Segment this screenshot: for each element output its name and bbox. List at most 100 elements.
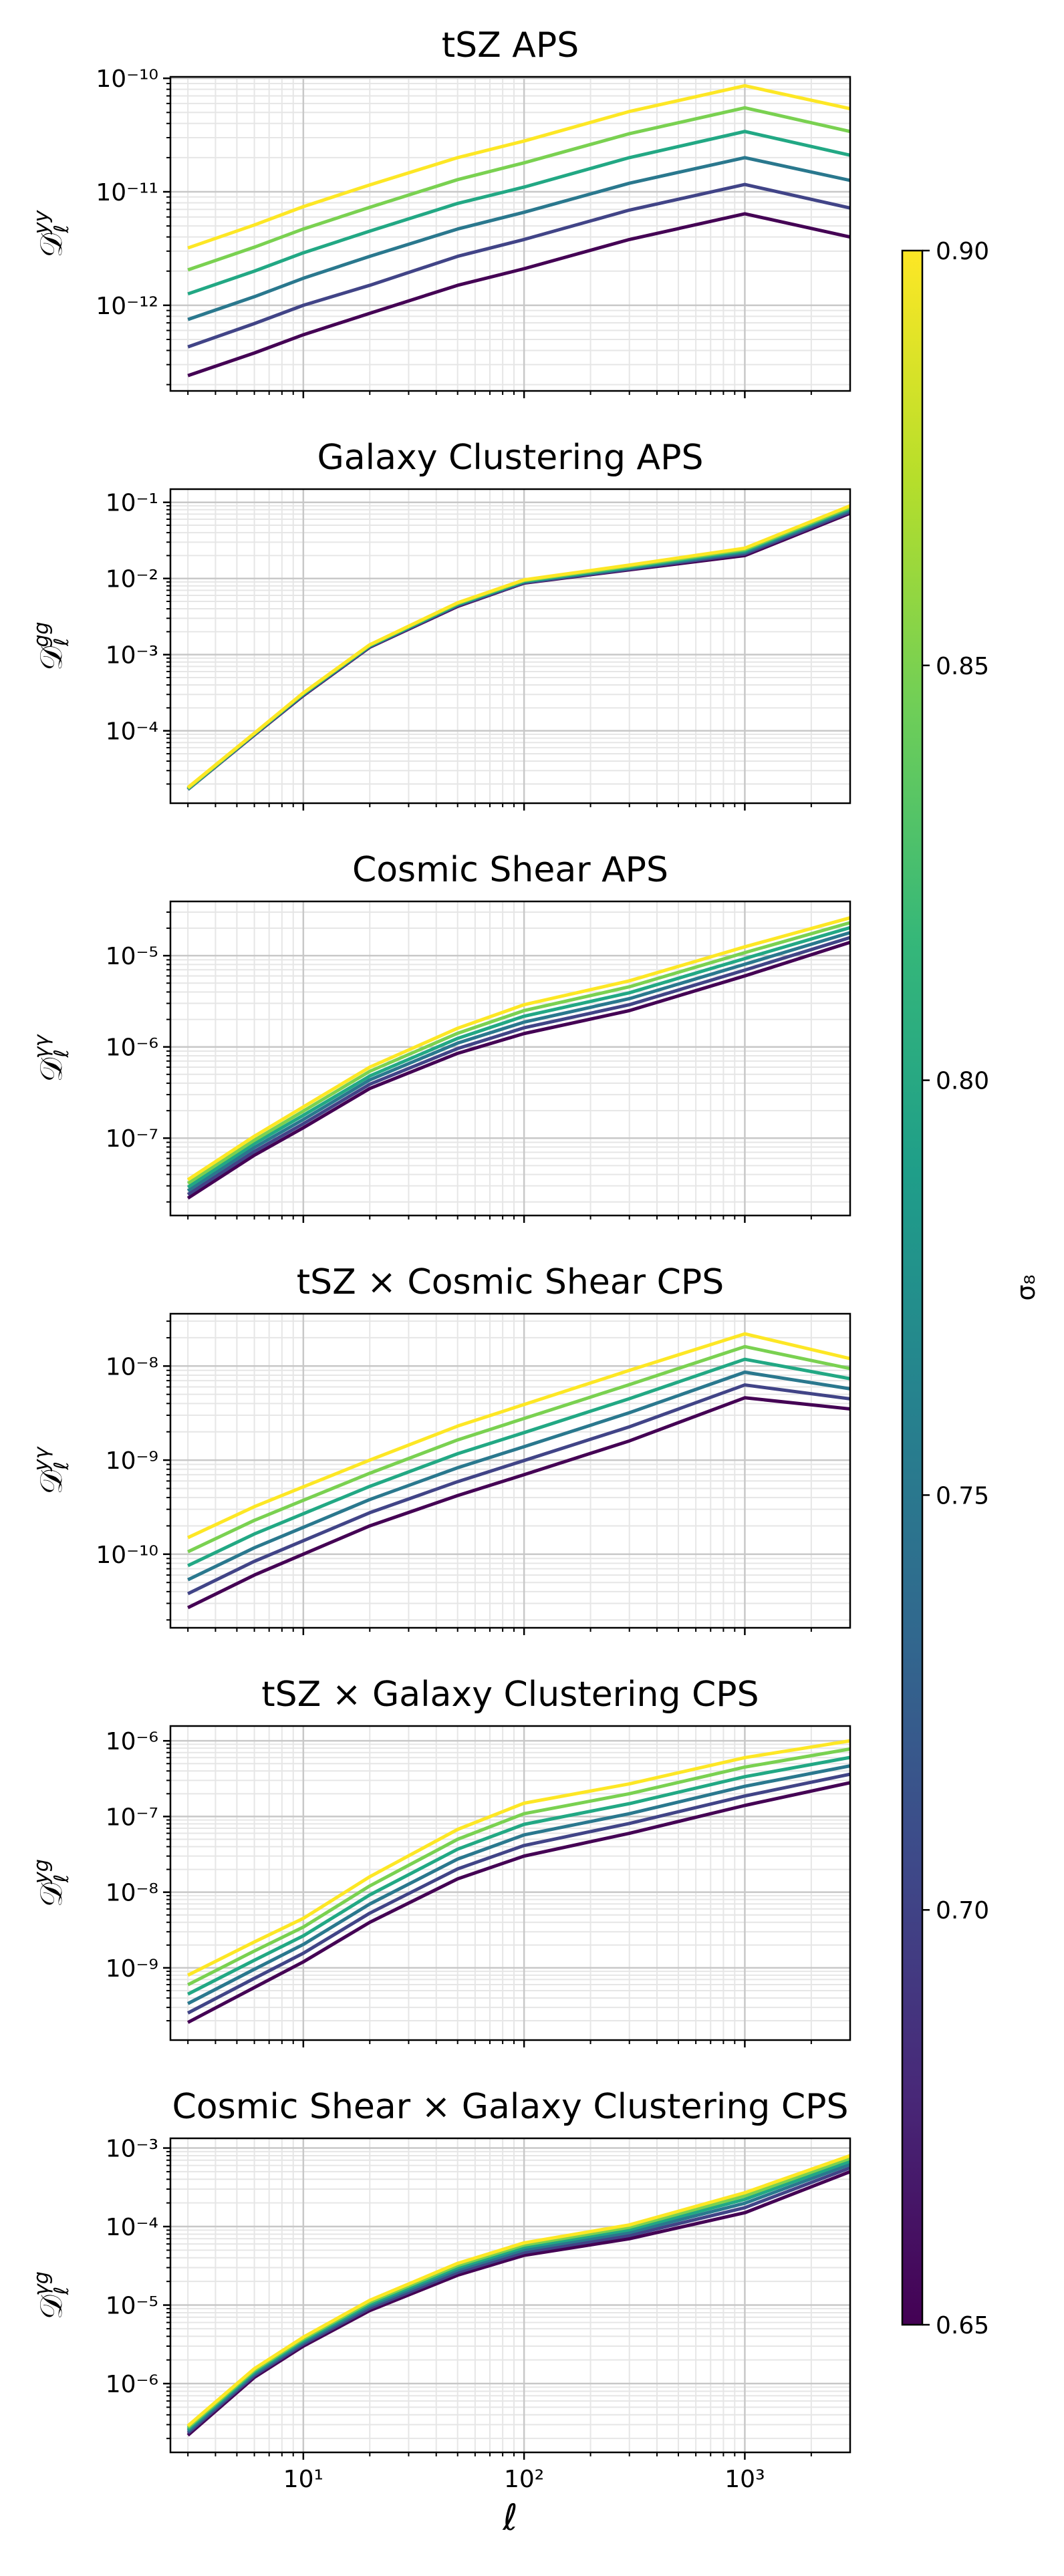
series-line bbox=[187, 156, 850, 321]
y-label-sup: yg bbox=[30, 1859, 53, 1884]
y-label-symbol: 𝒟 bbox=[33, 646, 69, 671]
y-axis-label: 𝒟ℓyg bbox=[30, 1859, 74, 1907]
y-tick-label: 10⁻⁷ bbox=[106, 1125, 158, 1153]
y-tick-label: 10⁻⁴ bbox=[106, 718, 158, 746]
series-line bbox=[187, 1332, 850, 1540]
panel-title: tSZ × Galaxy Clustering CPS bbox=[261, 1675, 759, 1715]
series-line bbox=[186, 925, 850, 1189]
colorbar-tick-label: 0.75 bbox=[936, 1482, 989, 1510]
y-label-symbol: 𝒟 bbox=[33, 2295, 69, 2319]
y-label-sup: yy bbox=[30, 209, 53, 235]
y-axis-label: 𝒟ℓγg bbox=[30, 2271, 74, 2319]
y-tick-label: 10⁻⁸ bbox=[106, 1353, 158, 1381]
series-line bbox=[187, 1764, 850, 2005]
series-line bbox=[186, 916, 850, 1181]
y-label-sub: ℓ bbox=[50, 1461, 74, 1470]
panel: Cosmic Shear × Galaxy Clustering CPS 10¹ 1… bbox=[30, 2087, 851, 2539]
y-label-sup: yγ bbox=[30, 1445, 53, 1471]
y-tick-label: 10⁻⁶ bbox=[106, 1034, 158, 1062]
series-line bbox=[187, 1755, 850, 1996]
series-line bbox=[187, 1357, 850, 1568]
series-line bbox=[187, 1747, 850, 1987]
y-tick-label: 10⁻² bbox=[106, 566, 158, 593]
panel-title: tSZ APS bbox=[442, 25, 579, 65]
panel-title: Cosmic Shear APS bbox=[352, 850, 668, 890]
y-label-symbol: 𝒟 bbox=[33, 1057, 69, 1082]
x-tick-label: 10² bbox=[504, 2466, 544, 2493]
series-line bbox=[186, 2166, 850, 2435]
series-line bbox=[187, 182, 850, 349]
y-label-symbol: 𝒟 bbox=[33, 233, 69, 257]
panel-title: Galaxy Clustering APS bbox=[317, 438, 704, 478]
y-label-sub: ℓ bbox=[50, 637, 74, 646]
y-label-sub: ℓ bbox=[50, 2287, 74, 2295]
colorbar-tick-label: 0.70 bbox=[936, 1897, 989, 1924]
colorbar-tick-label: 0.80 bbox=[936, 1068, 989, 1095]
panel-title: tSZ × Cosmic Shear CPS bbox=[297, 1262, 724, 1302]
axes-frame bbox=[169, 1312, 851, 1629]
y-tick-label: 10⁻³ bbox=[106, 642, 158, 670]
series-line bbox=[186, 931, 850, 1193]
colorbar-label: σ₈ bbox=[1011, 1274, 1041, 1300]
series-line bbox=[187, 84, 850, 250]
y-tick-label: 10⁻⁶ bbox=[106, 1728, 158, 1755]
series-line bbox=[186, 504, 850, 789]
colorbar: 0.65 0.70 0.75 0.80 0.85 0.90 σ₈ bbox=[901, 238, 1041, 2339]
axes-frame bbox=[169, 1725, 851, 2041]
series-line bbox=[186, 936, 850, 1196]
y-label-sub: ℓ bbox=[50, 1049, 74, 1058]
y-tick-label: 10⁻⁹ bbox=[106, 1955, 158, 1983]
series-line bbox=[186, 940, 850, 1200]
x-axis-label: ℓ bbox=[502, 2496, 517, 2539]
colorbar-tick-label: 0.90 bbox=[936, 238, 989, 265]
y-tick-label: 10⁻¹¹ bbox=[96, 179, 158, 206]
series-line bbox=[187, 1396, 850, 1610]
y-axis-label: 𝒟ℓgg bbox=[30, 621, 74, 670]
colorbar-tick-label: 0.85 bbox=[936, 653, 989, 680]
series-line bbox=[187, 106, 850, 272]
colorbar-fill bbox=[901, 249, 924, 2326]
series-line bbox=[187, 1739, 850, 1977]
series-line bbox=[186, 2154, 850, 2428]
y-tick-label: 10⁻⁵ bbox=[106, 943, 158, 970]
colorbar-tick-label: 0.65 bbox=[936, 2312, 989, 2339]
panel: tSZ × Cosmic Shear CPS 10⁻¹⁰ 10⁻⁹ 10⁻⁸ 𝒟ℓyγ bbox=[30, 1262, 851, 1635]
y-tick-label: 10⁻¹⁰ bbox=[96, 1542, 158, 1569]
y-label-symbol: 𝒟 bbox=[33, 1882, 69, 1907]
y-tick-label: 10⁻³ bbox=[106, 2136, 158, 2163]
axes-frame bbox=[169, 488, 851, 805]
y-label-sup: γg bbox=[30, 2271, 53, 2296]
y-axis-label: 𝒟ℓyγ bbox=[30, 1445, 74, 1494]
y-tick-label: 10⁻¹⁰ bbox=[96, 65, 158, 93]
x-tick-label: 10³ bbox=[724, 2466, 765, 2493]
series-line bbox=[187, 130, 850, 296]
panel: Galaxy Clustering APS 10⁻⁴ 10⁻³ 10⁻² 10⁻¹ 𝒟ℓg… bbox=[30, 438, 851, 811]
y-axis-label: 𝒟ℓγγ bbox=[30, 1033, 74, 1082]
axes-frame bbox=[169, 2137, 851, 2454]
axes-frame bbox=[169, 76, 851, 392]
y-label-sub: ℓ bbox=[50, 1874, 74, 1883]
y-tick-label: 10⁻¹² bbox=[96, 293, 158, 320]
y-tick-label: 10⁻⁸ bbox=[106, 1880, 158, 1907]
series-line bbox=[186, 921, 850, 1185]
y-tick-label: 10⁻⁵ bbox=[106, 2293, 158, 2320]
y-label-sup: gg bbox=[30, 621, 53, 647]
series-line bbox=[187, 1383, 850, 1596]
panel: tSZ APS 10⁻¹² 10⁻¹¹ 10⁻¹⁰ 𝒟ℓyy bbox=[30, 25, 851, 398]
y-tick-label: 10⁻⁶ bbox=[106, 2371, 158, 2398]
panel: tSZ × Galaxy Clustering CPS 10⁻⁹ 10⁻⁸ 10⁻⁷ 1… bbox=[30, 1675, 851, 2047]
y-axis-label: 𝒟ℓyy bbox=[30, 209, 74, 257]
series-line bbox=[186, 1772, 850, 2015]
y-tick-label: 10⁻¹ bbox=[106, 490, 158, 517]
axes-frame bbox=[169, 900, 851, 1217]
series-line bbox=[187, 212, 850, 378]
panel-title: Cosmic Shear × Galaxy Clustering CPS bbox=[172, 2087, 849, 2127]
y-label-sub: ℓ bbox=[50, 225, 74, 233]
y-label-sup: γγ bbox=[30, 1033, 53, 1058]
series-line bbox=[187, 1344, 850, 1554]
y-tick-label: 10⁻⁹ bbox=[106, 1447, 158, 1475]
series-line bbox=[187, 1371, 850, 1582]
y-tick-label: 10⁻⁴ bbox=[106, 2214, 158, 2241]
y-label-symbol: 𝒟 bbox=[33, 1469, 69, 1494]
